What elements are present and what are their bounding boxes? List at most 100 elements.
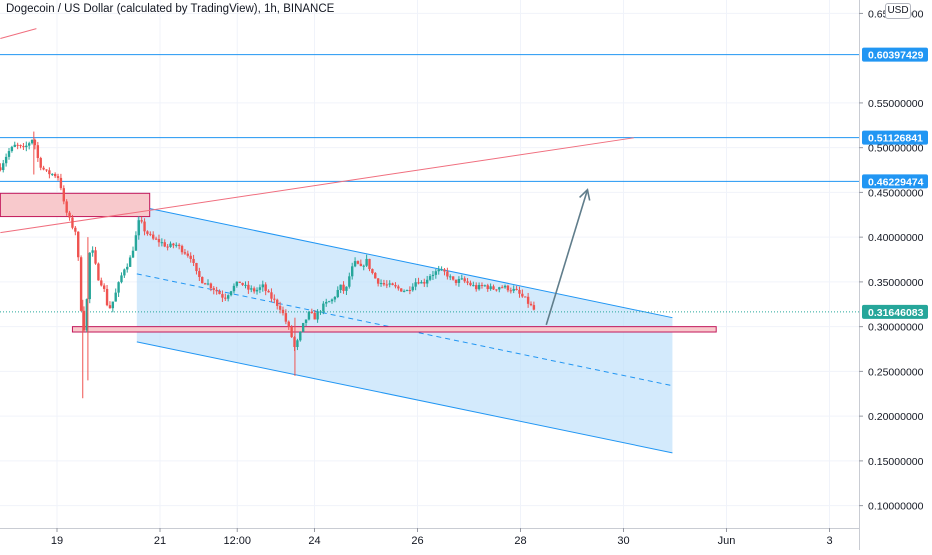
- channel-upper-line[interactable]: [136, 205, 673, 319]
- candle-body-106: [304, 319, 308, 323]
- candle-body-107: [307, 311, 311, 320]
- candle-body-9: [25, 145, 28, 148]
- candle-body-151: [434, 271, 438, 275]
- candle-body-19: [53, 173, 57, 177]
- time-axis[interactable]: 19 21 12:00 24 26 28 30 Jun 3: [0, 528, 859, 550]
- candle-body-89: [255, 289, 259, 292]
- support-zone[interactable]: [71, 326, 717, 333]
- candle-body-40: [114, 292, 117, 302]
- candle-body-77: [221, 294, 224, 298]
- channel-lower-line[interactable]: [136, 341, 673, 454]
- candle-body-82: [235, 281, 239, 286]
- candle-body-20: [56, 176, 60, 178]
- candle-body-35: [100, 280, 103, 286]
- candle-body-81: [232, 285, 236, 292]
- candle-body-131: [376, 278, 380, 284]
- trend-line[interactable]: [0, 137, 634, 234]
- candle-body-31: [88, 252, 91, 300]
- candle-body-183: [526, 296, 530, 304]
- candle-body-93: [267, 290, 270, 293]
- candle-body-29: [82, 310, 86, 331]
- price-tag-label-1: 0.51126841: [868, 133, 923, 145]
- candle-body-71: [203, 283, 207, 285]
- candle-body-165: [475, 285, 478, 290]
- price-axis-bg: [859, 0, 932, 550]
- candle-body-143: [411, 286, 414, 291]
- candle-body-58: [166, 246, 169, 248]
- zones[interactable]: [0, 192, 717, 333]
- candle-body-153: [440, 269, 443, 271]
- candle-body-51: [146, 231, 149, 234]
- candle-body-41: [117, 282, 120, 293]
- drawing-lines[interactable]: [0, 28, 859, 313]
- candle-body-177: [509, 290, 513, 292]
- candle-body-13: [36, 145, 40, 159]
- candle-body-173: [498, 287, 501, 290]
- price-tick-label-5: 0.35000000: [868, 277, 924, 289]
- candle-body-135: [388, 283, 391, 285]
- candle-body-69: [198, 271, 201, 277]
- grid: [0, 0, 859, 528]
- candle-body-185: [532, 305, 536, 310]
- time-tick-label-2: 12:00: [223, 535, 251, 547]
- candle-body-84: [241, 282, 244, 285]
- price-tick-label-2: 0.50000000: [868, 143, 924, 155]
- price-tick-label-8: 0.20000000: [868, 411, 924, 423]
- time-axis-bg: [0, 528, 859, 550]
- time-tick-label-5: 28: [514, 535, 526, 547]
- candle-body-118: [339, 284, 342, 290]
- price-tag-label-3: 0.31646083: [868, 307, 924, 319]
- candle-body-53: [152, 234, 155, 239]
- price-tag-label-2: 0.46229474: [868, 176, 924, 188]
- candle-body-181: [521, 293, 524, 297]
- candle-body-115: [330, 299, 334, 302]
- candle-body-39: [111, 301, 115, 309]
- candle-body-87: [250, 288, 253, 290]
- candle-body-22: [62, 188, 65, 202]
- candle-body-124: [356, 261, 360, 264]
- candle-body-73: [209, 283, 213, 289]
- candle-body-148: [425, 279, 429, 284]
- candle-body-123: [353, 261, 357, 267]
- candle-body-175: [503, 285, 507, 288]
- candle-body-179: [515, 288, 518, 290]
- trend-line-short[interactable]: [0, 28, 37, 39]
- candle-body-130: [374, 272, 377, 279]
- candle-body-78: [224, 297, 227, 299]
- candle-body-68: [195, 262, 198, 272]
- arrow-shaft[interactable]: [545, 189, 589, 326]
- candle-body-95: [273, 298, 276, 300]
- candle-body-145: [417, 282, 420, 284]
- price-tick-label-9: 0.15000000: [868, 456, 924, 468]
- time-tick-label-0: 19: [51, 535, 63, 547]
- candle-body-32: [91, 250, 94, 253]
- candle-body-146: [420, 282, 423, 284]
- candle-body-167: [480, 284, 484, 286]
- projection-arrow[interactable]: [545, 188, 591, 326]
- candle-body-56: [160, 242, 164, 244]
- candle-body-30: [85, 299, 89, 331]
- candle-body-180: [518, 289, 521, 294]
- price-tag-label-0: 0.60397429: [868, 50, 924, 62]
- candle-body-169: [486, 285, 489, 290]
- candle-body-70: [201, 276, 204, 284]
- price-axis[interactable]: 0.650000000.550000000.500000000.45000000…: [859, 0, 932, 550]
- candle-body-111: [319, 311, 322, 313]
- candle-body-127: [365, 258, 368, 266]
- arrow-head[interactable]: [579, 188, 591, 201]
- candle-body-128: [368, 258, 371, 270]
- candle-body-129: [371, 269, 374, 273]
- currency-button[interactable]: USD: [885, 3, 911, 19]
- resistance-zone[interactable]: [0, 192, 151, 218]
- candle-body-33: [94, 250, 97, 264]
- candle-body-2: [4, 156, 8, 164]
- candle-body-140: [402, 290, 406, 292]
- candle-body-34: [97, 263, 100, 281]
- candle-body-108: [310, 311, 314, 313]
- time-tick-label-8: 3: [826, 535, 832, 547]
- candle-body-101: [290, 326, 293, 338]
- candle-body-160: [460, 278, 463, 280]
- candle-body-163: [469, 282, 472, 286]
